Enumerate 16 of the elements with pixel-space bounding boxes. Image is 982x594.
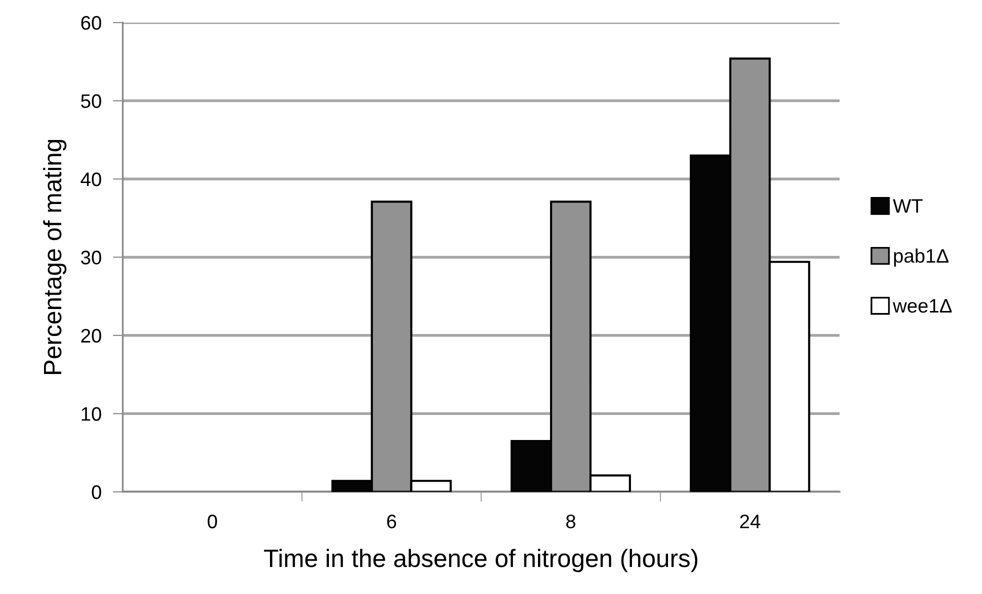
x-tick-label: 6 bbox=[387, 514, 396, 528]
x-tick-label: 8 bbox=[566, 514, 576, 528]
x-tick-label: 24 bbox=[740, 514, 760, 528]
y-tick-label: 50 bbox=[81, 94, 102, 108]
y-axis-title: Percentage of mating bbox=[43, 140, 66, 374]
y-tick-label: 60 bbox=[81, 16, 102, 30]
legend-label: pab1Δ bbox=[894, 248, 948, 267]
y-tick-label: 0 bbox=[92, 485, 102, 500]
legend-label: WT bbox=[892, 199, 923, 213]
y-tick-label: 20 bbox=[81, 328, 102, 343]
x-tick-label: 0 bbox=[208, 514, 218, 528]
y-tick-label: 40 bbox=[80, 172, 102, 186]
x-axis-title: Time in the absence of nitrogen (hours) bbox=[264, 548, 698, 572]
y-tick-label: 30 bbox=[81, 250, 102, 264]
legend-label: wee1Δ bbox=[892, 299, 952, 313]
y-tick-label: 10 bbox=[82, 407, 102, 421]
